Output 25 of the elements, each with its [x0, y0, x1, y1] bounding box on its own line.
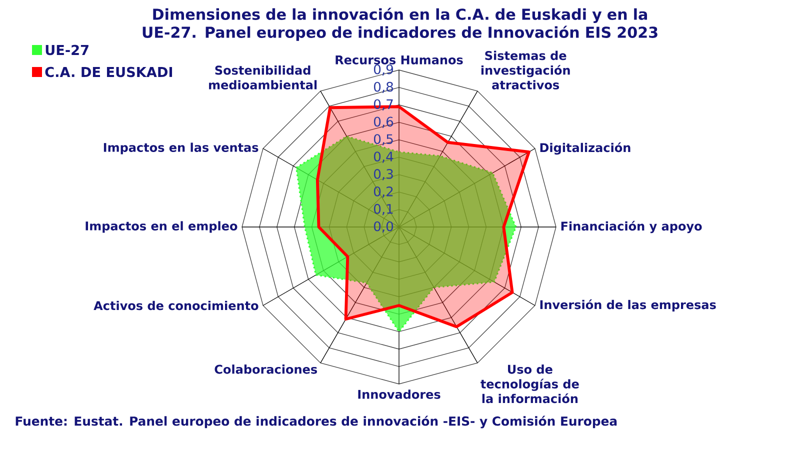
spoke-label: Recursos Humanos: [336, 55, 463, 64]
spoke-label: Impactos en el empleo: [86, 221, 238, 233]
legend-label: UE-27: [46, 44, 88, 56]
chart-title: Dimensiones de la innovación en la C.A. de Euskadi y en la UE-27. Panel europeo de indicadores de Innovación EIS 2023: [142, 8, 658, 41]
spoke-label: Colaboraciones: [214, 364, 318, 374]
y-tick-label: 0,2: [374, 186, 393, 198]
spoke-label: Digitalización: [540, 142, 630, 155]
source-note: Fuente: Eustat. Panel europeo de indicadores de innovación -EIS- y Comisión Europea: [16, 416, 617, 428]
spoke-label: Uso de tecnologías de la información: [480, 364, 579, 404]
y-tick-label: 0,1: [374, 204, 393, 216]
spoke-label: Sistemas de investigación atractivos: [481, 50, 570, 90]
spoke-label: Sostenibilidad medioambiental: [209, 65, 317, 90]
y-tick-label: 0,0: [374, 221, 394, 233]
y-tick-label: 0,4: [374, 152, 394, 163]
spoke-label: Activos de conocimiento: [94, 300, 258, 310]
spoke-label: Impactos en las ventas: [104, 142, 258, 154]
y-tick-label: 0,6: [374, 116, 394, 128]
y-tick-label: 0,8: [374, 82, 394, 94]
spoke-label: Financiación y apoyo: [561, 220, 702, 234]
y-tick-label: 0,5: [374, 134, 393, 146]
spoke-label: Innovadores: [358, 390, 440, 399]
spoke-label: Inversión de las empresas: [540, 299, 716, 312]
legend-label: C.A. DE EUSKADI: [45, 66, 172, 78]
y-tick-label: 0,3: [374, 169, 393, 180]
y-tick-label: 0,9: [374, 64, 393, 76]
